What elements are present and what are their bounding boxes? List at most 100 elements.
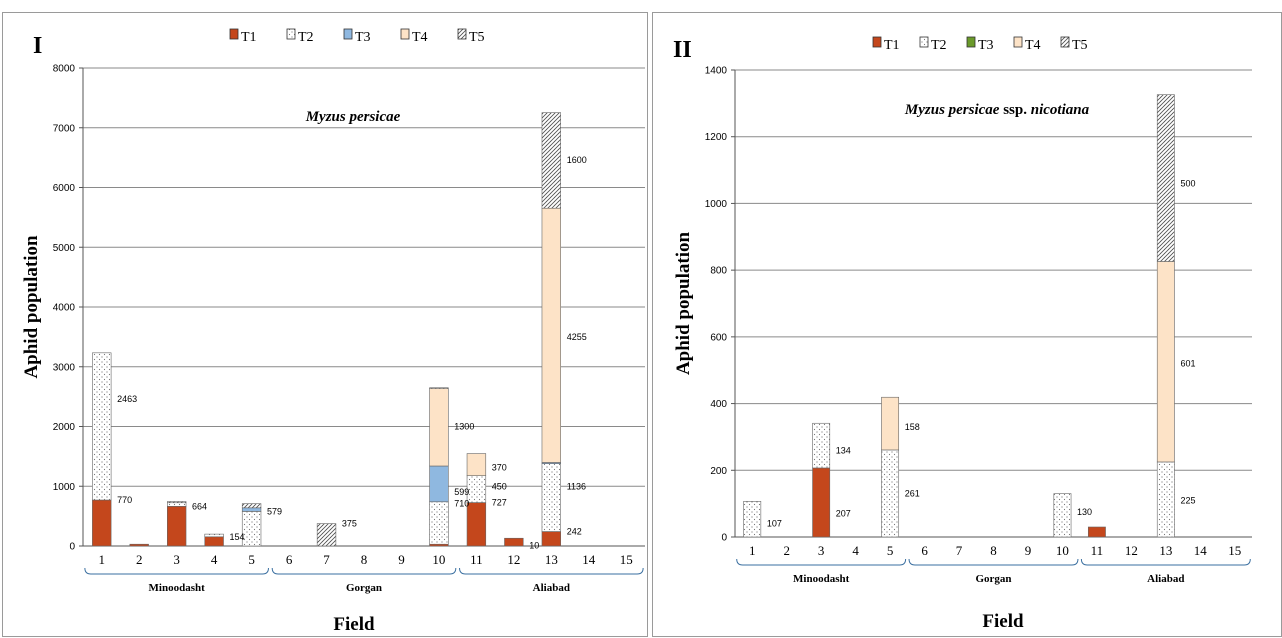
x-tick-label: 15	[1228, 543, 1241, 558]
x-tick-label: 1	[749, 543, 756, 558]
bar-t1-field-13	[541, 531, 562, 547]
y-tick-label: 5000	[53, 243, 76, 254]
group-bracket	[271, 567, 457, 575]
bar-t2-field-3	[167, 502, 187, 507]
y-tick-label: 4000	[53, 303, 76, 314]
data-label: 10	[529, 540, 539, 550]
data-label: 261	[905, 489, 920, 499]
chart-title-ssp: ssp.	[999, 102, 1030, 118]
legend-label-t4: T4	[1025, 38, 1041, 53]
data-label: 579	[267, 506, 282, 516]
y-tick-label: 3000	[53, 362, 76, 373]
legend: T1 T2 T3 T4 T5	[229, 28, 485, 45]
bar-t4-field-5	[881, 396, 900, 451]
legend-label-t5: T5	[469, 30, 485, 45]
legend-label-t1: T1	[241, 30, 257, 45]
bar-t4-field-13	[541, 207, 562, 463]
x-tick-label: 8	[361, 552, 368, 567]
legend-swatch-t3	[343, 28, 353, 40]
y-axis-label: Aphid population	[673, 232, 694, 376]
legend-swatch-t1	[229, 28, 239, 40]
y-tick-label: 0	[69, 542, 75, 553]
x-tick-label: 9	[1025, 543, 1032, 558]
chart-panel-II: II T1 T2 T3 T4 T5 0 200 400 600 800 1000 1200 1400 Myz…	[652, 12, 1282, 637]
legend-swatch-t5	[1060, 36, 1070, 48]
data-label: 1600	[567, 155, 587, 165]
data-label: 770	[117, 495, 132, 505]
chart-title-subspecies: nicotiana	[1031, 102, 1090, 118]
y-tick-label: 8000	[53, 64, 76, 75]
x-tick-label: 8	[990, 543, 997, 558]
x-tick-label: 3	[818, 543, 825, 558]
panel-label: I	[33, 33, 42, 59]
bar-t3-field-5	[241, 507, 262, 512]
data-label: 154	[230, 532, 245, 542]
x-tick-label: 12	[1125, 543, 1138, 558]
legend-label-t4: T4	[412, 30, 428, 45]
bar-t2-field-1	[92, 352, 112, 501]
bar-t4-field-11	[466, 453, 487, 476]
bar-t1-field-2	[129, 543, 149, 547]
group-label-gorgan: Gorgan	[975, 573, 1011, 585]
group-bracket	[459, 567, 644, 575]
legend-label-t2: T2	[298, 30, 314, 45]
data-label: 1300	[454, 422, 474, 432]
legend: T1 T2 T3 T4 T5	[872, 36, 1088, 53]
bar-t5-field-7	[316, 523, 337, 547]
bar-t1-field-1	[92, 499, 112, 547]
x-tick-label: 7	[956, 543, 963, 558]
bar-t2-field-1	[743, 501, 762, 538]
x-tick-label: 1	[98, 552, 105, 567]
y-tick-label: 1200	[705, 132, 728, 143]
bar-t4-field-10	[429, 388, 449, 467]
x-tick-label: 4	[852, 543, 859, 558]
y-tick-label: 800	[710, 266, 727, 277]
bar-t2-field-13	[1156, 461, 1175, 538]
legend-swatch-t4	[1013, 36, 1023, 48]
chart-panel-I: I T1 T2 T3 T4 T5 0 1000 2000 3000 4000 5000 6000 7000…	[2, 12, 648, 637]
group-label-aliabad: Aliabad	[533, 582, 570, 594]
legend-swatch-t2	[286, 28, 296, 40]
y-tick-label: 0	[721, 533, 727, 544]
chart-I-svg: I T1 T2 T3 T4 T5 0 1000 2000 3000 4000 5000 6000 7000…	[21, 28, 645, 635]
x-tick-label: 2	[783, 543, 790, 558]
y-tick-label: 7000	[53, 123, 76, 134]
data-label: 2463	[117, 394, 137, 404]
legend-label-t5: T5	[1072, 38, 1088, 53]
group-label-minoodasht: Minoodasht	[793, 573, 850, 585]
x-tick-label: 10	[1056, 543, 1069, 558]
group-bracket	[908, 558, 1079, 566]
x-tick-label: 6	[921, 543, 928, 558]
x-tick-label: 5	[248, 552, 255, 567]
x-tick-label: 14	[582, 552, 596, 567]
data-label: 225	[1180, 495, 1195, 505]
data-label: 207	[836, 509, 851, 519]
legend-label-t3: T3	[978, 38, 994, 53]
data-label: 1136	[567, 481, 586, 491]
y-axis-label: Aphid population	[21, 235, 42, 379]
legend-swatch-t1	[872, 36, 882, 48]
bar-t2-field-4	[204, 533, 224, 538]
y-tick-label: 600	[710, 332, 727, 343]
chart-title-species: Myzus persicae	[904, 102, 1000, 118]
legend-swatch-t4	[400, 28, 410, 40]
data-label: 158	[905, 422, 920, 432]
bar-t5-field-10	[429, 387, 449, 389]
data-label: 242	[567, 527, 582, 537]
bar-t2-field-5	[881, 449, 900, 538]
data-label: 601	[1180, 359, 1195, 369]
x-axis-label: Field	[982, 611, 1024, 632]
bar-t1-field-3	[812, 467, 831, 538]
chart-title: Myzus persicae	[305, 109, 401, 125]
legend-label-t2: T2	[931, 38, 947, 53]
x-tick-label: 10	[432, 552, 445, 567]
group-bracket	[84, 567, 269, 575]
chart-II-svg: II T1 T2 T3 T4 T5 0 200 400 600 800 1000 1200 1400 Myz…	[673, 36, 1252, 632]
group-label-aliabad: Aliabad	[1147, 573, 1184, 585]
bar-t4-field-13	[1156, 261, 1175, 463]
bar-t2-field-5	[241, 511, 262, 547]
data-label: 599	[454, 487, 469, 497]
x-tick-label: 12	[507, 552, 520, 567]
data-label: 727	[492, 498, 507, 508]
chart-title-species: Myzus persicae	[305, 109, 401, 125]
